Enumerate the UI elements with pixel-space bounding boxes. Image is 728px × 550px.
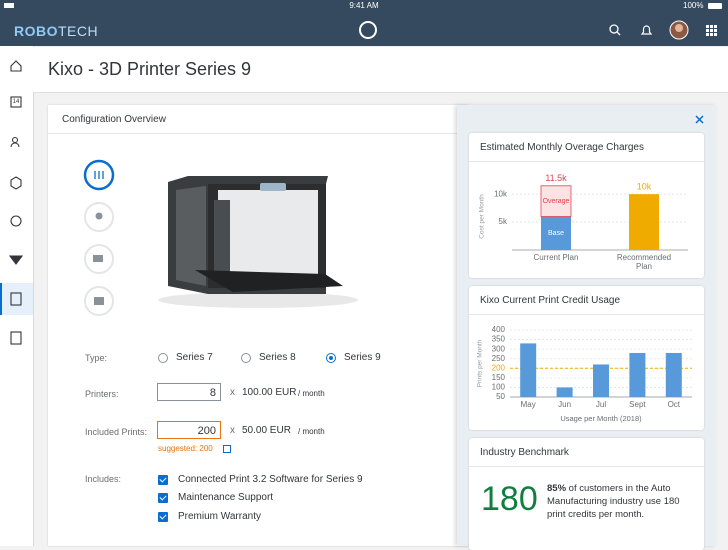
prints-input[interactable]: 200 — [157, 421, 221, 439]
times: x — [230, 425, 235, 436]
page-header — [33, 47, 728, 93]
radio-label: Series 7 — [176, 352, 213, 363]
per: / month — [298, 427, 325, 436]
card-title: Industry Benchmark — [480, 447, 569, 458]
radio[interactable] — [326, 353, 336, 363]
card-rule — [469, 161, 704, 162]
include-item: Connected Print 3.2 Software for Series … — [178, 474, 363, 485]
prints-label: Included Prints: — [85, 427, 148, 437]
nav-selected[interactable] — [0, 283, 33, 315]
suggestion: suggested: 200 — [158, 444, 213, 453]
status-battery: 100% — [683, 1, 704, 10]
per: / month — [298, 389, 325, 398]
brand[interactable]: ROBOTECH — [14, 23, 98, 39]
x-tick-label: Oct — [667, 400, 681, 409]
page-title: Kixo - 3D Printer Series 9 — [48, 59, 252, 79]
calendar-day: 14 — [12, 99, 20, 105]
x-tick-label: Jun — [558, 400, 572, 409]
x-tick-label: Current Plan — [533, 253, 579, 262]
checkbox[interactable] — [158, 475, 168, 485]
include-item: Maintenance Support — [178, 492, 274, 503]
card: Kixo Current Print Credit Usage — [469, 286, 704, 430]
radio[interactable] — [158, 353, 168, 363]
card-title: Estimated Monthly Overage Charges — [480, 142, 644, 153]
x-tick-label: Jul — [595, 400, 607, 409]
status-time: 9:41 AM — [349, 1, 379, 10]
radio-label: Series 8 — [259, 352, 296, 363]
card: Industry Benchmark 180 85% of customers … — [469, 438, 704, 550]
benchmark-highlight: 85% — [547, 483, 567, 494]
includes-label: Includes: — [85, 474, 122, 484]
times: x — [230, 387, 235, 398]
x-tick-label: May — [520, 400, 536, 409]
printers-label: Printers: — [85, 389, 119, 399]
config-rule — [48, 133, 468, 134]
checkbox[interactable] — [158, 493, 168, 503]
type-label: Type: — [85, 353, 108, 363]
info-icon[interactable] — [223, 445, 231, 453]
brand-bold: ROBO — [14, 23, 58, 39]
card-title: Kixo Current Print Credit Usage — [480, 295, 621, 306]
checkbox[interactable] — [158, 512, 168, 522]
benchmark-desc: of customers in the Auto Manufacturing i… — [547, 483, 680, 520]
card: Estimated Monthly Overage Charges — [469, 133, 704, 278]
card-rule — [469, 466, 704, 467]
price: 100.00 EUR — [242, 387, 297, 398]
include-item: Premium Warranty — [178, 511, 261, 522]
config-title: Configuration Overview — [62, 114, 166, 125]
card-rule — [469, 314, 704, 315]
radio-label: Series 9 — [344, 352, 381, 363]
benchmark-value: 180 — [481, 480, 538, 518]
benchmark-text: 85% of customers in the Auto Manufacturi… — [547, 482, 697, 521]
printers-input[interactable]: 8 — [157, 383, 221, 401]
x-tick-label: Recommended Plan — [616, 253, 672, 271]
x-tick-label: Sept — [629, 400, 646, 409]
price: 50.00 EUR — [242, 425, 291, 436]
brand-light: TECH — [58, 23, 99, 39]
radio[interactable] — [241, 353, 251, 363]
